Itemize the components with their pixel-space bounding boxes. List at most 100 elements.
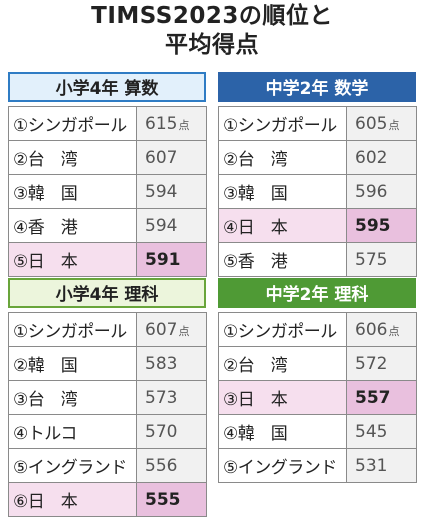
country-cell: ④韓 国 [218, 414, 347, 449]
country-name: 韓 国 [27, 356, 78, 376]
country-name: 台 湾 [237, 356, 288, 376]
country-cell: ②韓 国 [8, 346, 137, 381]
country-cell: ⑤日 本 [8, 242, 137, 277]
country-name: 韓 国 [237, 424, 288, 444]
panel-elementary-math: 小学4年 算数 ①シンガポール 615点 ②台 湾 607 ③韓 国 594 ④香 港 594… [8, 72, 207, 277]
score-value: 591 [145, 249, 181, 270]
country-cell: ①シンガポール [8, 106, 137, 141]
rank-label: ⑤ [13, 458, 28, 478]
country-name: トルコ [27, 424, 78, 444]
table-row: ⑤イングランド 531 [218, 448, 417, 483]
score-cell: 570 [136, 414, 207, 449]
country-name: シンガポール [27, 116, 128, 136]
score-cell: 572 [346, 346, 417, 381]
ranking-table: ①シンガポール 605点 ②台 湾 602 ③韓 国 596 ④日 本 595 ⑤香 港 575 [218, 106, 417, 277]
score-value: 583 [145, 353, 178, 374]
score-cell: 607点 [136, 312, 207, 347]
score-value: 596 [355, 181, 388, 202]
country-name: 香 港 [237, 252, 288, 272]
panel-header: 中学2年 数学 [218, 72, 416, 102]
table-row: ②台 湾 607 [8, 140, 207, 175]
country-cell: ③台 湾 [8, 380, 137, 415]
score-value: 594 [145, 215, 178, 236]
score-cell: 591 [136, 242, 207, 277]
score-cell: 594 [136, 174, 207, 209]
score-unit: 点 [178, 324, 190, 338]
table-row: ④トルコ 570 [8, 414, 207, 449]
country-cell: ②台 湾 [218, 346, 347, 381]
rank-label: ⑥ [13, 492, 28, 512]
score-unit: 点 [388, 324, 400, 338]
table-row-japan: ⑤日 本 591 [8, 242, 207, 277]
country-cell: ②台 湾 [218, 140, 347, 175]
country-name: シンガポール [237, 322, 338, 342]
rank-label: ④ [13, 424, 28, 444]
rank-label: ① [13, 116, 28, 136]
rank-label: ③ [223, 184, 238, 204]
country-cell: ①シンガポール [218, 312, 347, 347]
country-cell: ⑤イングランド [8, 448, 137, 483]
panel-header: 小学4年 算数 [8, 72, 206, 102]
score-value: 575 [355, 249, 388, 270]
rank-label: ⑤ [223, 252, 238, 272]
score-cell: 596 [346, 174, 417, 209]
table-row: ③台 湾 573 [8, 380, 207, 415]
score-cell: 606点 [346, 312, 417, 347]
country-name: 日 本 [27, 492, 78, 512]
score-cell: 615点 [136, 106, 207, 141]
country-name: 日 本 [237, 218, 288, 238]
table-row: ③韓 国 594 [8, 174, 207, 209]
rank-label: ① [13, 322, 28, 342]
country-cell: ②台 湾 [8, 140, 137, 175]
score-cell: 575 [346, 242, 417, 277]
country-cell: ④香 港 [8, 208, 137, 243]
country-name: 香 港 [27, 218, 78, 238]
score-cell: 531 [346, 448, 417, 483]
score-unit: 点 [178, 118, 190, 132]
score-cell: 583 [136, 346, 207, 381]
panel-elementary-science: 小学4年 理科 ①シンガポール 607点 ②韓 国 583 ③台 湾 573 ④トルコ 570… [8, 278, 207, 517]
table-row: ①シンガポール 605点 [218, 106, 417, 141]
panel-junior-high-science: 中学2年 理科 ①シンガポール 606点 ②台 湾 572 ③日 本 557 ④韓 国 545… [218, 278, 417, 483]
rank-label: ③ [13, 184, 28, 204]
table-row: ①シンガポール 615点 [8, 106, 207, 141]
score-value: 602 [355, 147, 388, 168]
table-row: ④香 港 594 [8, 208, 207, 243]
title-line-2: 平均得点 [165, 32, 259, 58]
score-cell: 573 [136, 380, 207, 415]
rank-label: ③ [223, 390, 238, 410]
table-row-japan: ③日 本 557 [218, 380, 417, 415]
score-value: 557 [355, 387, 391, 408]
table-row: ②韓 国 583 [8, 346, 207, 381]
score-value: 556 [145, 455, 178, 476]
score-value: 531 [355, 455, 388, 476]
rank-label: ② [223, 150, 238, 170]
table-row: ①シンガポール 607点 [8, 312, 207, 347]
rank-label: ⑤ [223, 458, 238, 478]
table-row: ⑤イングランド 556 [8, 448, 207, 483]
country-name: 韓 国 [237, 184, 288, 204]
rank-label: ② [13, 356, 28, 376]
score-value: 594 [145, 181, 178, 202]
rank-label: ② [13, 150, 28, 170]
country-cell: ①シンガポール [8, 312, 137, 347]
rank-label: ⑤ [13, 252, 28, 272]
rank-label: ② [223, 356, 238, 376]
country-name: 台 湾 [27, 150, 78, 170]
panel-junior-high-math: 中学2年 数学 ①シンガポール 605点 ②台 湾 602 ③韓 国 596 ④日 本 595… [218, 72, 417, 277]
table-row-japan: ④日 本 595 [218, 208, 417, 243]
ranking-table: ①シンガポール 615点 ②台 湾 607 ③韓 国 594 ④香 港 594 ⑤日 本 591 [8, 106, 207, 277]
score-value: 606 [355, 319, 388, 340]
country-cell: ③日 本 [218, 380, 347, 415]
score-cell: 607 [136, 140, 207, 175]
score-value: 545 [355, 421, 388, 442]
score-value: 607 [145, 319, 178, 340]
score-value: 615 [145, 113, 178, 134]
ranking-table: ①シンガポール 607点 ②韓 国 583 ③台 湾 573 ④トルコ 570 ⑤イングランド 5… [8, 312, 207, 517]
score-value: 573 [145, 387, 178, 408]
country-name: 日 本 [237, 390, 288, 410]
table-row: ②台 湾 572 [218, 346, 417, 381]
score-unit: 点 [388, 118, 400, 132]
country-cell: ①シンガポール [218, 106, 347, 141]
score-value: 607 [145, 147, 178, 168]
